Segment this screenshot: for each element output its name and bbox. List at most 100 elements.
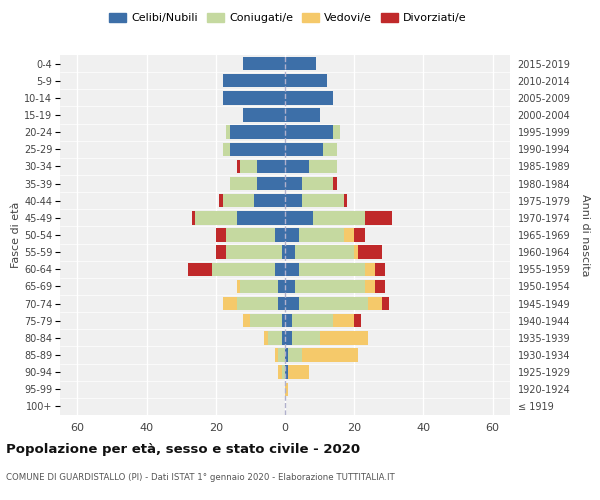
Bar bbox=[188, 262, 212, 276]
Bar bbox=[382, 297, 389, 310]
Bar bbox=[285, 246, 295, 259]
Bar bbox=[191, 211, 195, 224]
Bar bbox=[285, 348, 289, 362]
Bar bbox=[257, 160, 285, 173]
Bar bbox=[275, 228, 285, 241]
Bar bbox=[299, 262, 365, 276]
Bar bbox=[285, 366, 289, 379]
Bar bbox=[236, 160, 240, 173]
Bar bbox=[365, 280, 375, 293]
Text: COMUNE DI GUARDISTALLO (PI) - Dati ISTAT 1° gennaio 2020 - Elaborazione TUTTITAL: COMUNE DI GUARDISTALLO (PI) - Dati ISTAT… bbox=[6, 472, 395, 482]
Bar bbox=[320, 331, 368, 344]
Bar bbox=[285, 57, 316, 70]
Bar bbox=[212, 262, 275, 276]
Bar bbox=[285, 126, 334, 139]
Bar bbox=[285, 228, 299, 241]
Bar bbox=[195, 211, 236, 224]
Bar bbox=[275, 262, 285, 276]
Bar bbox=[299, 297, 368, 310]
Bar bbox=[268, 331, 281, 344]
Bar bbox=[223, 194, 254, 207]
Bar bbox=[278, 280, 285, 293]
Bar bbox=[344, 228, 354, 241]
Bar bbox=[334, 177, 337, 190]
Bar bbox=[216, 228, 226, 241]
Text: Popolazione per età, sesso e stato civile - 2020: Popolazione per età, sesso e stato civil… bbox=[6, 442, 360, 456]
Bar bbox=[292, 314, 334, 328]
Bar bbox=[257, 177, 285, 190]
Bar bbox=[302, 194, 344, 207]
Bar bbox=[289, 366, 309, 379]
Bar bbox=[275, 348, 278, 362]
Bar bbox=[334, 126, 340, 139]
Bar bbox=[281, 246, 285, 259]
Bar bbox=[365, 211, 392, 224]
Bar bbox=[230, 177, 257, 190]
Bar bbox=[285, 177, 302, 190]
Bar bbox=[240, 280, 278, 293]
Bar bbox=[226, 246, 281, 259]
Bar bbox=[334, 314, 354, 328]
Bar bbox=[254, 194, 285, 207]
Bar bbox=[223, 297, 236, 310]
Bar bbox=[344, 194, 347, 207]
Bar bbox=[323, 142, 337, 156]
Bar bbox=[285, 91, 334, 104]
Bar bbox=[285, 280, 295, 293]
Bar bbox=[285, 297, 299, 310]
Bar bbox=[285, 160, 309, 173]
Bar bbox=[295, 280, 365, 293]
Bar bbox=[230, 126, 285, 139]
Bar bbox=[230, 142, 285, 156]
Bar bbox=[285, 211, 313, 224]
Bar bbox=[236, 297, 278, 310]
Bar bbox=[240, 160, 257, 173]
Bar bbox=[278, 348, 285, 362]
Bar bbox=[281, 366, 285, 379]
Bar bbox=[236, 211, 285, 224]
Bar bbox=[285, 331, 292, 344]
Bar bbox=[244, 57, 285, 70]
Bar bbox=[244, 108, 285, 122]
Bar bbox=[278, 366, 281, 379]
Bar bbox=[223, 142, 230, 156]
Bar bbox=[223, 91, 285, 104]
Bar bbox=[226, 228, 275, 241]
Bar bbox=[216, 246, 226, 259]
Bar bbox=[281, 331, 285, 344]
Bar bbox=[309, 160, 337, 173]
Bar bbox=[285, 194, 302, 207]
Bar bbox=[295, 246, 354, 259]
Bar bbox=[285, 108, 320, 122]
Y-axis label: Anni di nascita: Anni di nascita bbox=[580, 194, 590, 276]
Bar bbox=[299, 228, 344, 241]
Bar bbox=[302, 177, 334, 190]
Bar bbox=[264, 331, 268, 344]
Y-axis label: Fasce di età: Fasce di età bbox=[11, 202, 21, 268]
Bar bbox=[354, 314, 361, 328]
Legend: Celibi/Nubili, Coniugati/e, Vedovi/e, Divorziati/e: Celibi/Nubili, Coniugati/e, Vedovi/e, Di… bbox=[105, 8, 471, 28]
Bar bbox=[368, 297, 382, 310]
Bar bbox=[285, 314, 292, 328]
Bar bbox=[285, 382, 289, 396]
Bar bbox=[292, 331, 320, 344]
Bar bbox=[285, 262, 299, 276]
Bar bbox=[226, 126, 230, 139]
Bar bbox=[285, 142, 323, 156]
Bar bbox=[289, 348, 302, 362]
Bar bbox=[313, 211, 365, 224]
Bar bbox=[375, 280, 385, 293]
Bar bbox=[219, 194, 223, 207]
Bar bbox=[354, 228, 365, 241]
Bar bbox=[302, 348, 358, 362]
Bar bbox=[278, 297, 285, 310]
Bar bbox=[281, 314, 285, 328]
Bar bbox=[375, 262, 385, 276]
Bar bbox=[358, 246, 382, 259]
Bar bbox=[244, 314, 250, 328]
Bar bbox=[365, 262, 375, 276]
Bar bbox=[250, 314, 281, 328]
Bar bbox=[354, 246, 358, 259]
Bar bbox=[223, 74, 285, 88]
Bar bbox=[236, 280, 240, 293]
